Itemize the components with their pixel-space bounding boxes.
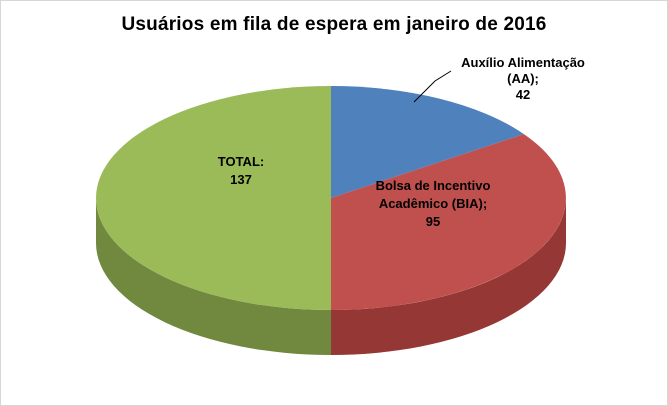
- data-label-total: TOTAL: 137: [189, 153, 293, 189]
- data-label-line: Acadêmico (BIA);: [378, 196, 488, 211]
- data-label-value: 137: [230, 172, 252, 187]
- data-label-auxilio-alimentacao: Auxílio Alimentação (AA); 42: [449, 55, 597, 103]
- data-label-value: 42: [515, 87, 531, 102]
- data-label-bolsa-incentivo-academico: Bolsa de Incentivo Acadêmico (BIA); 95: [349, 177, 517, 231]
- chart-title: Usuários em fila de espera em janeiro de…: [121, 14, 547, 35]
- data-label-value: 95: [425, 214, 441, 229]
- pie-slice-total: [96, 86, 331, 310]
- pie-slice-bolsa-incentivo-academico: [331, 134, 566, 310]
- data-label-line: Auxílio Alimentação: [461, 55, 585, 70]
- data-label-line: (AA);: [507, 71, 539, 86]
- pie-slice-auxilio-alimentacao: [331, 86, 524, 198]
- data-label-line: Bolsa de Incentivo: [375, 178, 491, 193]
- pie-slice-side-bolsa-incentivo-academico: [331, 198, 566, 355]
- leader-line: [413, 70, 452, 103]
- data-label-line: TOTAL:: [217, 154, 265, 169]
- pie-slice-side-total: [96, 198, 331, 355]
